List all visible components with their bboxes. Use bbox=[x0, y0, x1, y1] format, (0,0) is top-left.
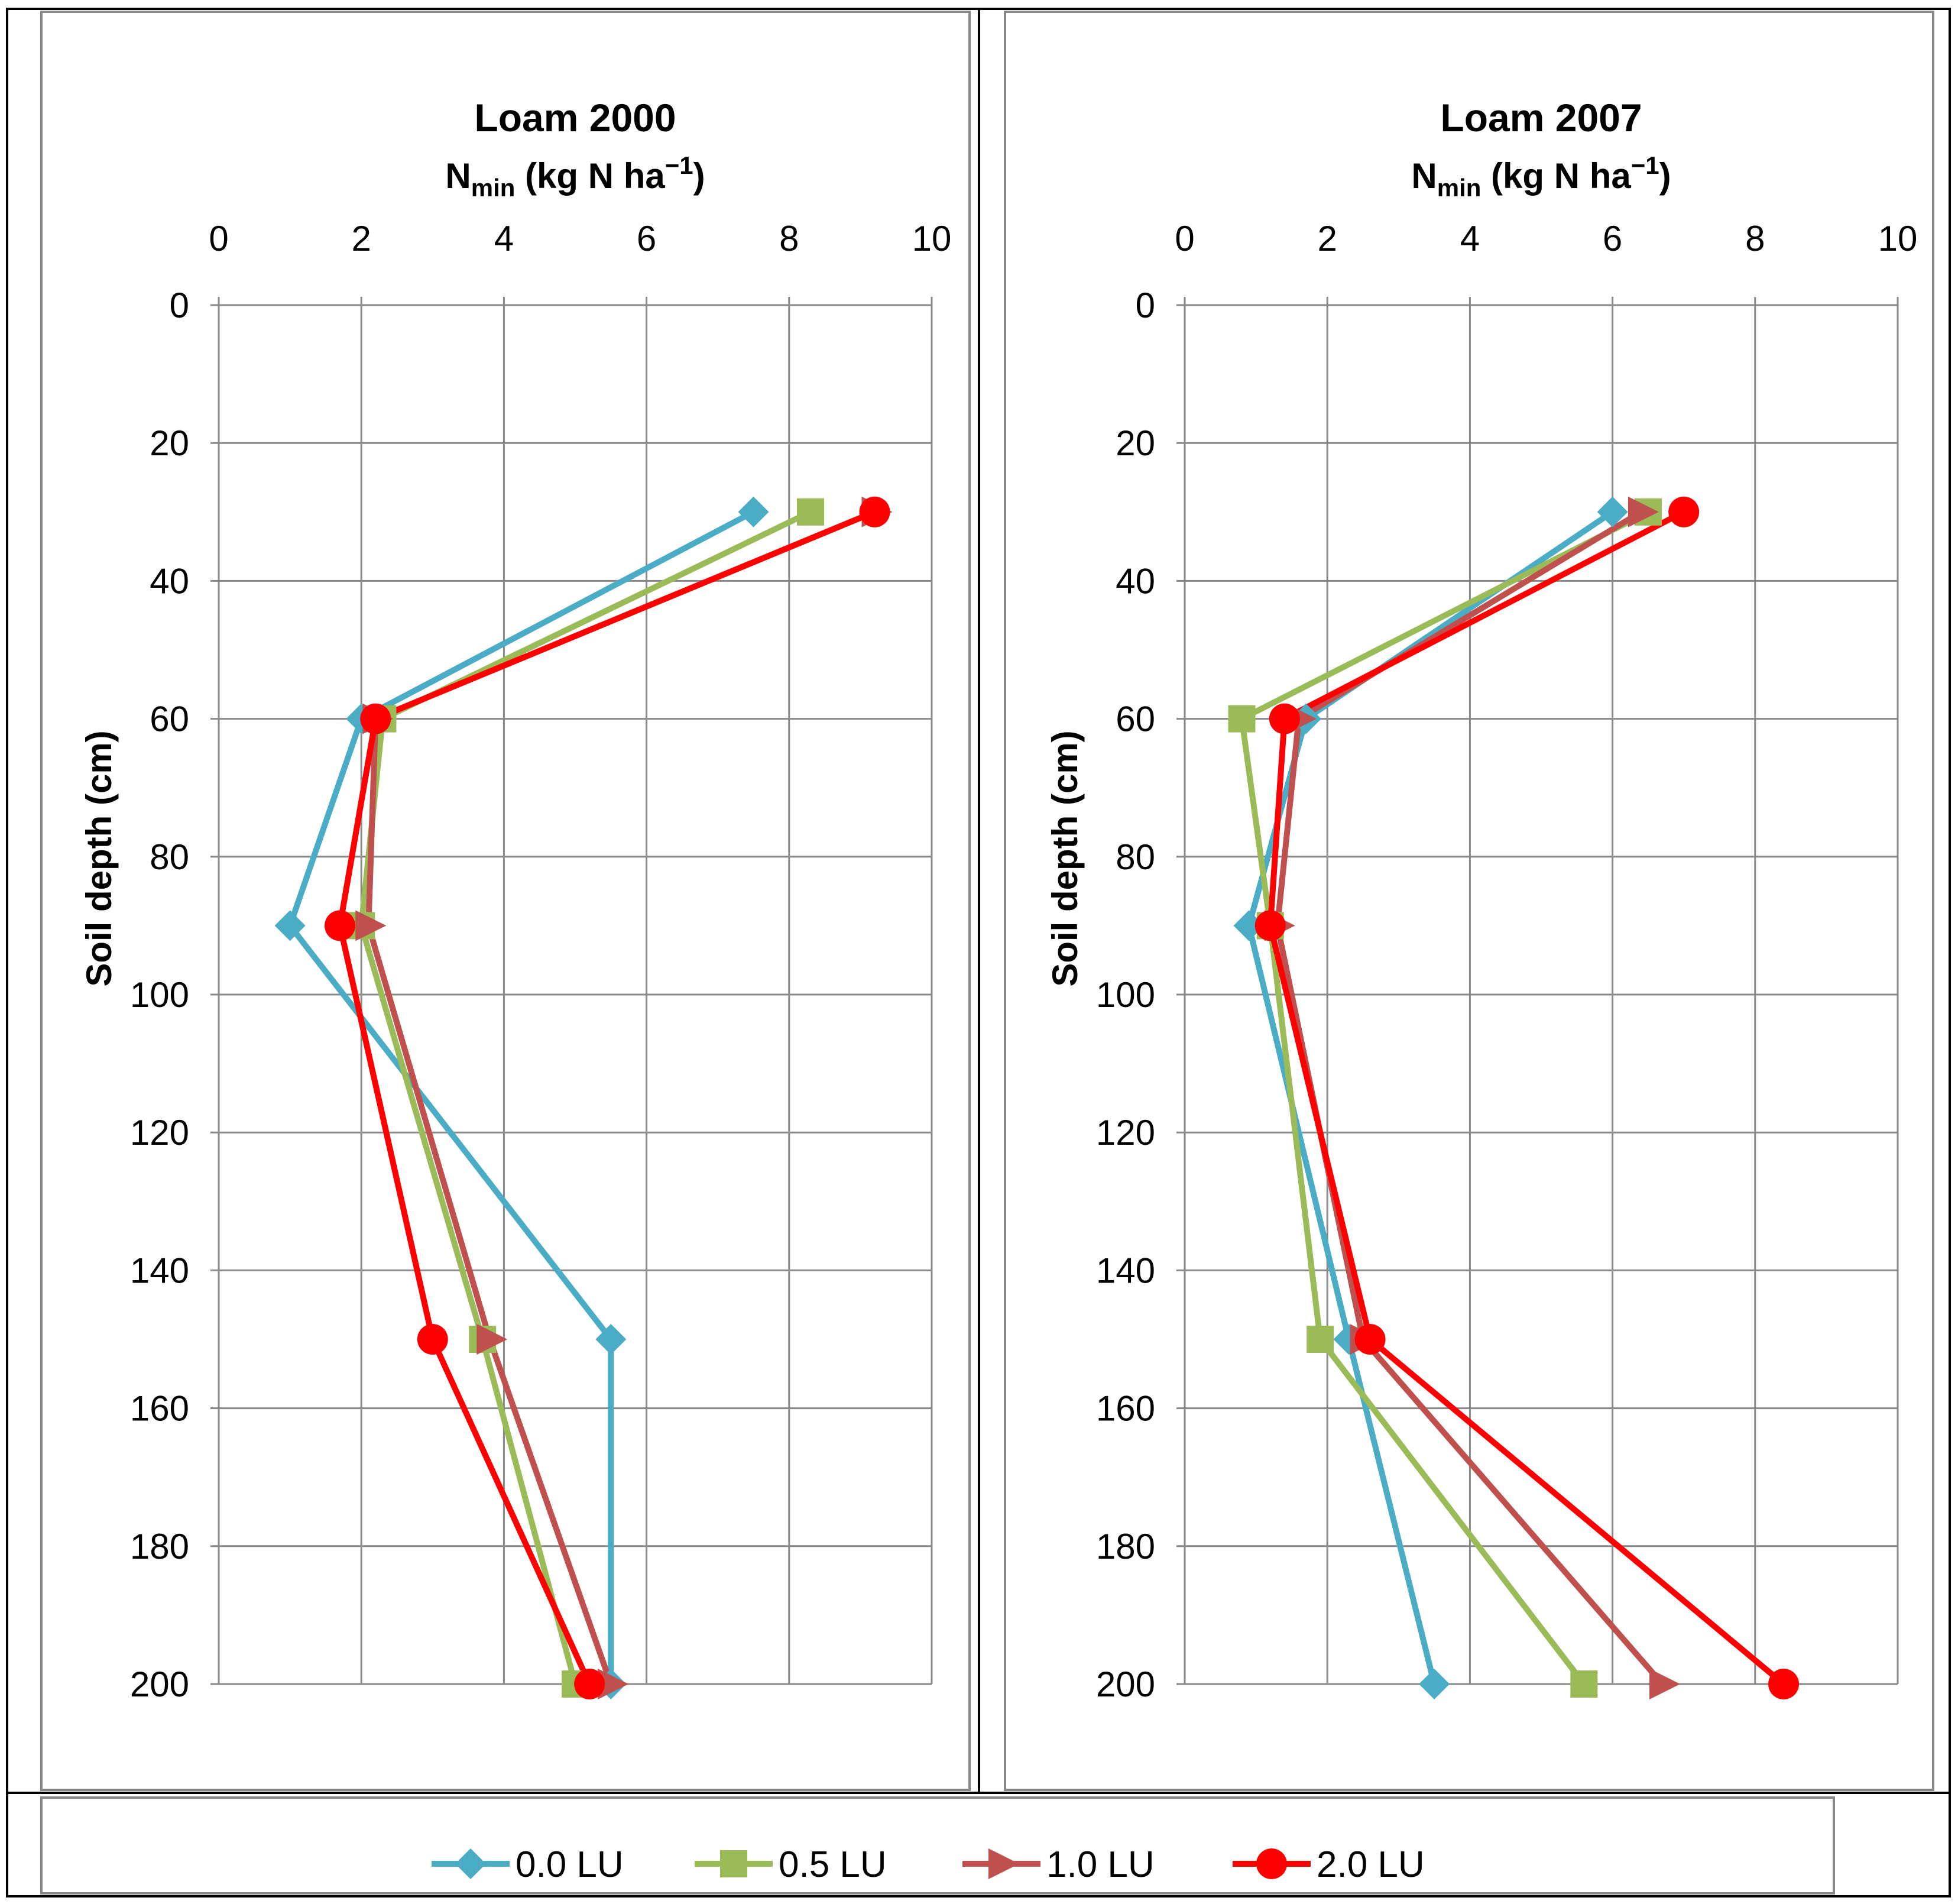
data-point bbox=[1668, 496, 1700, 527]
x-tick-label: 4 bbox=[1460, 219, 1480, 258]
y-tick-label: 20 bbox=[1116, 423, 1155, 463]
x-tick-label: 8 bbox=[1745, 219, 1765, 258]
y-tick-label: 200 bbox=[130, 1665, 189, 1704]
chart-title: Loam 2000 bbox=[474, 96, 676, 140]
data-point bbox=[274, 910, 306, 941]
x-axis-label-sup: −1 bbox=[665, 151, 693, 179]
y-axis-label: Soil depth (cm) bbox=[1045, 730, 1085, 986]
legend-marker bbox=[720, 1850, 747, 1877]
data-point bbox=[1649, 1669, 1681, 1699]
x-tick-label: 6 bbox=[1603, 219, 1622, 258]
data-point bbox=[360, 703, 391, 734]
data-point bbox=[1768, 1669, 1800, 1699]
y-tick-label: 80 bbox=[150, 837, 189, 877]
data-point bbox=[1570, 1670, 1598, 1698]
data-point bbox=[796, 498, 824, 526]
legend-item: 2.0 LU bbox=[1233, 1844, 1425, 1885]
x-tick-label: 10 bbox=[1878, 219, 1918, 258]
legend-marker bbox=[988, 1848, 1019, 1879]
y-tick-label: 100 bbox=[130, 975, 189, 1015]
legend-marker bbox=[1256, 1848, 1287, 1879]
y-tick-label: 140 bbox=[1096, 1251, 1155, 1290]
x-tick-label: 2 bbox=[1318, 219, 1337, 258]
data-point bbox=[1419, 1669, 1450, 1699]
x-tick-label: 2 bbox=[352, 219, 371, 258]
x-tick-label: 10 bbox=[912, 219, 952, 258]
y-tick-label: 180 bbox=[1096, 1527, 1155, 1566]
legend-item: 0.0 LU bbox=[432, 1844, 624, 1885]
y-tick-label: 120 bbox=[1096, 1113, 1155, 1152]
x-axis-label-sup: −1 bbox=[1631, 151, 1659, 179]
data-point bbox=[1233, 910, 1265, 941]
x-axis-label-unit: (kg N ha bbox=[515, 156, 665, 196]
y-tick-label: 20 bbox=[150, 423, 189, 463]
x-axis-label-main: N bbox=[445, 156, 471, 196]
y-tick-label: 160 bbox=[1096, 1389, 1155, 1429]
y-tick-label: 60 bbox=[150, 700, 189, 739]
y-tick-label: 160 bbox=[130, 1389, 189, 1429]
chart-area-right bbox=[1004, 11, 1934, 1791]
data-point bbox=[325, 910, 356, 941]
y-tick-label: 180 bbox=[130, 1527, 189, 1566]
x-axis-label-sub: min bbox=[1437, 174, 1482, 202]
data-point bbox=[595, 1324, 627, 1355]
y-tick-label: 120 bbox=[130, 1113, 189, 1152]
x-axis-label-unit: (kg N ha bbox=[1481, 156, 1631, 196]
data-point bbox=[738, 496, 769, 527]
x-axis-label: Nmin (kg N ha−1) bbox=[445, 151, 705, 202]
chart-title: Loam 2007 bbox=[1440, 96, 1642, 140]
y-tick-label: 200 bbox=[1096, 1665, 1155, 1704]
data-point bbox=[417, 1324, 448, 1355]
legend-label: 2.0 LU bbox=[1317, 1844, 1425, 1885]
chart-area-left bbox=[40, 11, 971, 1791]
y-tick-label: 0 bbox=[1136, 286, 1155, 325]
data-point bbox=[1354, 1324, 1386, 1355]
x-tick-label: 6 bbox=[637, 219, 656, 258]
x-axis-label: Nmin (kg N ha−1) bbox=[1411, 151, 1671, 202]
y-tick-label: 40 bbox=[150, 561, 189, 601]
data-point bbox=[1254, 910, 1286, 941]
x-axis-label-close: ) bbox=[693, 156, 705, 196]
y-tick-label: 100 bbox=[1096, 975, 1155, 1015]
x-axis-label-close: ) bbox=[1659, 156, 1671, 196]
x-tick-label: 0 bbox=[209, 219, 228, 258]
y-tick-label: 80 bbox=[1116, 837, 1155, 877]
data-point bbox=[355, 910, 387, 941]
data-point bbox=[1269, 703, 1300, 734]
data-point bbox=[1597, 496, 1628, 527]
data-point bbox=[859, 496, 890, 527]
y-tick-label: 140 bbox=[130, 1251, 189, 1290]
data-point bbox=[1628, 496, 1659, 527]
x-axis-label-main: N bbox=[1411, 156, 1437, 196]
legend-item: 0.5 LU bbox=[695, 1844, 887, 1885]
data-point bbox=[1228, 705, 1256, 733]
legend: 0.0 LU 0.5 LU 1.0 LU 2.0 LU bbox=[432, 1844, 1425, 1885]
x-tick-label: 0 bbox=[1175, 219, 1194, 258]
legend-marker bbox=[455, 1848, 486, 1879]
y-tick-label: 40 bbox=[1116, 561, 1155, 601]
legend-frame bbox=[40, 1796, 1835, 1895]
legend-label: 1.0 LU bbox=[1046, 1844, 1155, 1885]
x-tick-label: 4 bbox=[494, 219, 514, 258]
data-point bbox=[598, 1669, 629, 1699]
legend-item: 1.0 LU bbox=[962, 1844, 1155, 1885]
legend-label: 0.5 LU bbox=[779, 1844, 887, 1885]
data-point bbox=[1307, 1326, 1334, 1353]
x-tick-label: 8 bbox=[779, 219, 799, 258]
data-point bbox=[476, 1324, 508, 1355]
data-point bbox=[574, 1669, 605, 1699]
y-tick-label: 0 bbox=[170, 286, 189, 325]
legend-label: 0.0 LU bbox=[516, 1844, 624, 1885]
y-tick-label: 60 bbox=[1116, 700, 1155, 739]
x-axis-label-sub: min bbox=[471, 174, 516, 202]
y-axis-label: Soil depth (cm) bbox=[79, 730, 119, 986]
